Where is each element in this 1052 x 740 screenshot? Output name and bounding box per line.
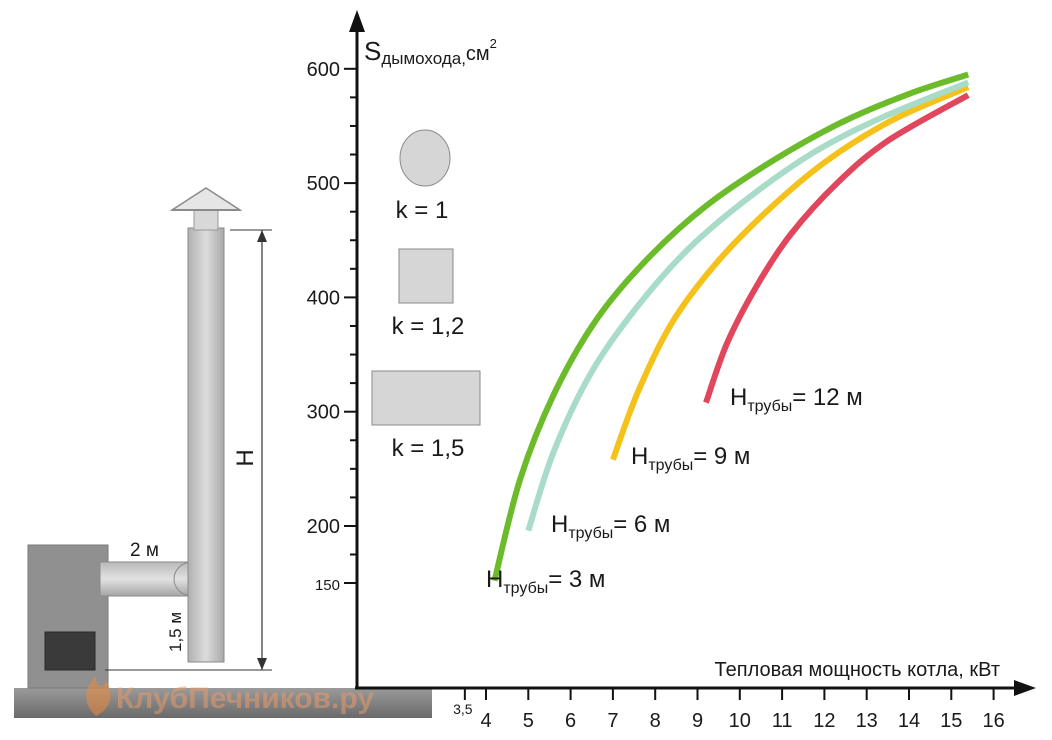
y-tick-label: 150: [315, 577, 340, 594]
x-tick-label: 4: [480, 710, 491, 732]
y-axis-arrow: [349, 10, 365, 32]
curve-h12: [703, 92, 970, 404]
watermark-text: КлубПечников.ру: [116, 682, 374, 715]
connector-height-label: 1,5 м: [166, 612, 185, 652]
y-tick-label: 500: [307, 173, 340, 195]
y-tick-label: 200: [307, 516, 340, 538]
legend-label-circle: k = 1: [396, 197, 449, 224]
x-tick-label: 12: [813, 710, 835, 732]
y-tick-label: 300: [307, 402, 340, 424]
x-tick-label: 10: [729, 710, 751, 732]
watermark: КлубПечников.ру: [86, 676, 374, 716]
x-tick-label: 15: [940, 710, 962, 732]
x-tick-label: 8: [650, 710, 661, 732]
stove-diagram: H 2 м 1,5 м: [14, 187, 432, 718]
x-ticks: 3,5 4 5 6 7 8 9 10 11 12 13 14 15 16: [453, 688, 1005, 732]
y-tick-label: 600: [307, 59, 340, 81]
x-tick-label: 7: [607, 710, 618, 732]
chimney-height-label: H: [232, 449, 259, 466]
x-axis-arrow: [1014, 680, 1036, 696]
x-tick-label: 9: [692, 710, 703, 732]
x-tick-label: 5: [523, 710, 534, 732]
x-tick-label: 13: [856, 710, 878, 732]
series-label: Hтрубы= 6 м: [551, 511, 670, 542]
chimney-cap-post: [193, 207, 219, 231]
flame-icon: [86, 676, 111, 716]
curve-h6: [525, 79, 970, 532]
rectangle-shape-icon: [371, 370, 481, 426]
curve-labels: Hтрубы= 3 м Hтрубы= 6 м Hтрубы= 9 м Hтрубы=…: [486, 384, 863, 597]
ground-slab: [14, 688, 432, 718]
x-tick-label: 16: [982, 710, 1004, 732]
circle-shape-icon: [399, 129, 451, 187]
curve-h3: [491, 71, 970, 582]
y-ticks: 150 200 300 400 500 600: [307, 59, 357, 594]
chimney-cap: [169, 187, 243, 211]
legend-label-rectangle: k = 1,5: [392, 435, 465, 462]
curves: [491, 71, 970, 582]
square-shape-icon: [398, 248, 454, 304]
x-tick-label: 3,5: [453, 701, 473, 717]
y-tick-label: 400: [307, 287, 340, 309]
y-axis-title: Sдымохода,см2: [364, 36, 497, 68]
x-axis-title: Тепловая мощность котла, кВт: [715, 659, 1000, 681]
curve-h9: [610, 84, 970, 461]
chimney-pipe: [187, 227, 225, 663]
connector-length-label: 2 м: [130, 540, 159, 561]
series-label: Hтрубы= 12 м: [730, 384, 863, 415]
legend-label-square: k = 1,2: [392, 313, 465, 340]
shape-legend: k = 1 k = 1,2 k = 1,5: [371, 129, 481, 462]
stove-door: [44, 631, 96, 671]
x-tick-label: 14: [898, 710, 920, 732]
x-tick-label: 11: [772, 710, 793, 732]
x-tick-label: 6: [565, 710, 576, 732]
series-label: Hтрубы= 9 м: [631, 443, 750, 474]
series-label: Hтрубы= 3 м: [486, 566, 605, 597]
